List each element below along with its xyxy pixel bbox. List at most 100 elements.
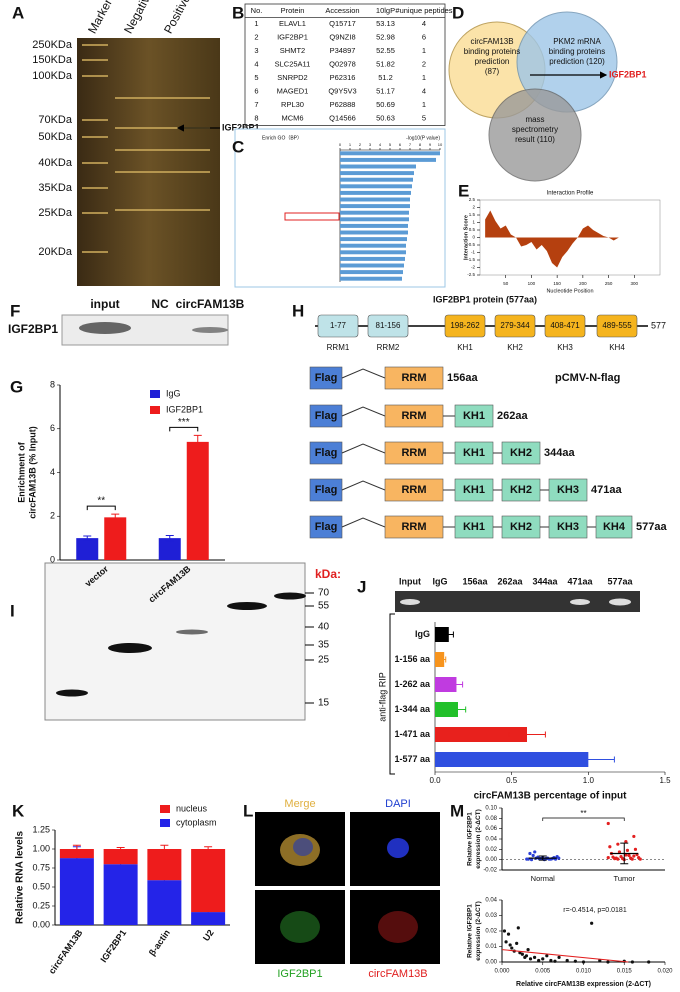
table-cell: RPL30: [281, 100, 304, 109]
bar: [340, 243, 406, 248]
venn-label: binding proteins: [549, 47, 605, 56]
legend-label: IgG: [166, 388, 181, 398]
point: [557, 955, 561, 959]
point: [526, 948, 530, 952]
table-cell: 5: [254, 73, 258, 82]
blot: [44, 562, 306, 721]
domain-name: KH2: [507, 343, 523, 352]
domain-range: 489-555: [602, 321, 632, 330]
point: [608, 845, 612, 849]
lane-label: 577aa: [607, 576, 633, 586]
y-tick-label: -1: [471, 250, 475, 255]
area: [485, 210, 619, 268]
x-tick-label: 0.0: [429, 776, 441, 785]
domain-range: 81-156: [376, 321, 401, 330]
table-cell: Q9Y5V3: [328, 87, 356, 96]
error-bar: [165, 535, 174, 542]
bar: [435, 677, 457, 692]
y-tick-label: 0.00: [32, 919, 50, 929]
table-cell: Q15717: [329, 19, 356, 28]
marker-label: 70: [318, 588, 330, 599]
domain-box: [596, 314, 638, 338]
bar: [186, 441, 209, 560]
construct-part: Flag: [315, 521, 338, 533]
image-label: circFAM13B: [368, 968, 427, 980]
x-tick-label: 5: [389, 142, 392, 147]
bar: [340, 263, 404, 268]
bar: [340, 230, 408, 235]
bar: [435, 727, 527, 742]
table-cell: Q02978: [329, 60, 356, 69]
error-bar: [72, 844, 81, 854]
point: [606, 856, 610, 860]
table-cell: SHMT2: [280, 46, 305, 55]
x-axis-label: -log10(P value): [406, 135, 440, 141]
domain-name: KH4: [609, 343, 625, 352]
error-bar: [508, 731, 546, 738]
y-tick-label: 0: [50, 554, 55, 564]
error-bar: [160, 844, 169, 854]
y-tick-label: 0.02: [485, 929, 497, 935]
table-cell: SNRPD2: [277, 73, 307, 82]
table-cell: 2: [422, 60, 426, 69]
venn-label: result (110): [515, 135, 555, 144]
y-tick-label: 0.01: [485, 944, 497, 950]
venn-label: PKM2 mRNA: [553, 37, 601, 46]
point: [627, 853, 631, 858]
gel-bands: [400, 598, 631, 606]
blot-bands: [56, 592, 306, 697]
panel-label: I: [10, 601, 15, 620]
protein-end: 577: [651, 320, 666, 330]
construct-length: 156aa: [447, 372, 478, 384]
point: [616, 842, 620, 846]
point: [606, 960, 610, 964]
y-tick-label: 2: [472, 205, 475, 210]
bar: [103, 864, 138, 925]
y-axis-label: expression (2-ΔCT): [475, 901, 482, 961]
legend-label: cytoplasm: [176, 817, 217, 827]
table-header: #unique peptides: [395, 6, 452, 15]
x-tick-label: 1: [349, 142, 352, 147]
construct-length: 577aa: [636, 521, 667, 533]
error-bar: [442, 656, 447, 663]
x-tick-label: 4: [379, 142, 382, 147]
construct-part: KH1: [463, 410, 485, 422]
point: [617, 850, 622, 854]
table-cell: 4: [422, 19, 426, 28]
point: [510, 946, 514, 950]
construct-part: Flag: [315, 372, 338, 384]
bar: [340, 217, 409, 222]
bar: [435, 652, 445, 667]
legend-swatch: [150, 406, 160, 414]
error-bar: [620, 842, 629, 865]
y-tick-label: 1-344 aa: [394, 704, 431, 714]
construct-box: [384, 366, 444, 390]
y-axis-label: Interaction Score: [463, 215, 469, 260]
x-tick-label: IGF2BP1: [98, 928, 128, 964]
construct-part: KH2: [510, 447, 532, 459]
bar: [340, 250, 406, 255]
construct-part: RRM: [401, 372, 426, 384]
construct-box: [548, 478, 588, 502]
venn-label: circFAM13B: [470, 37, 513, 46]
point: [529, 858, 534, 862]
point: [647, 960, 651, 964]
point: [533, 850, 537, 854]
marker-label: 40KDa: [38, 157, 73, 169]
error-bar: [561, 756, 615, 763]
x-tick-label: 300: [631, 281, 639, 286]
panel-label: M: [450, 801, 464, 820]
x-tick-label: 3: [369, 142, 372, 147]
table-cell: 52.55: [376, 46, 395, 55]
construct-length: 262aa: [497, 410, 528, 422]
bar: [340, 151, 440, 156]
lane-label: 262aa: [497, 576, 523, 586]
table-cell: 5: [422, 114, 426, 123]
significance-label: **: [97, 496, 105, 507]
y-tick-label: 4: [50, 467, 55, 477]
table-cell: MCM6: [281, 114, 303, 123]
bar: [435, 627, 449, 642]
y-tick-label: 0.00: [485, 960, 497, 966]
micrographs: [255, 812, 440, 964]
x-tick-label: 9: [429, 142, 432, 147]
